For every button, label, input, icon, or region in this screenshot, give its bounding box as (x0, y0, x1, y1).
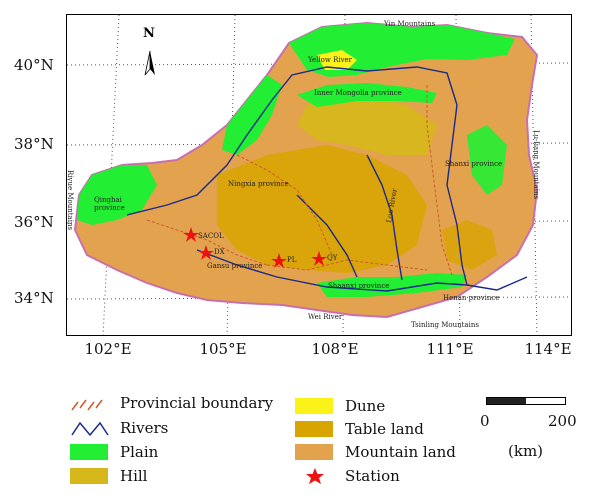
legend-table-land-label: Table land (345, 420, 424, 438)
legend-station-label: Station (345, 467, 400, 485)
plain-region-ningxia (222, 75, 282, 155)
river-branch-1 (466, 276, 528, 291)
wei-river-line (196, 249, 468, 292)
station-star-icon (306, 468, 324, 484)
label-luliang: Lu-liang Mountains (532, 130, 540, 200)
rivers (126, 66, 528, 292)
north-arrow-icon (144, 50, 155, 76)
label-shanxi: Shanxi province (445, 160, 503, 168)
river-branch-2 (296, 194, 358, 278)
lat-label-38n: 38°N (14, 135, 54, 153)
scale-start-label: 0 (480, 412, 490, 430)
lon-label-105e: 105°E (199, 340, 247, 358)
label-shaanxi: Shaanxi province (328, 282, 390, 290)
table-land-swatch (295, 421, 333, 437)
station-marker-qy (311, 251, 327, 266)
graticule-102e (102, 15, 120, 335)
legend-plain: Plain (70, 441, 158, 463)
label-qinghai: Qinghai province (94, 196, 125, 212)
legend-provincial-boundary-label: Provincial boundary (120, 394, 274, 412)
table-land-region (217, 145, 427, 273)
lat-label-34n: 34°N (14, 289, 54, 307)
table-land-region-2 (442, 220, 497, 270)
lon-label-114e: 114°E (524, 340, 572, 358)
dune-region (317, 50, 357, 70)
label-yellow-river: Yellow River (308, 56, 353, 64)
label-wei-river: Wei River (308, 313, 343, 321)
north-arrow-label: N (143, 26, 155, 41)
scale-bar (486, 397, 566, 405)
station-marker-pl (271, 253, 287, 268)
legend-mountain-land-label: Mountain land (345, 443, 456, 461)
label-yin-mountains: Yin Mountains (384, 20, 436, 28)
hill-swatch (70, 468, 108, 484)
lon-label-111e: 111°E (426, 340, 474, 358)
legend-rivers-label: Rivers (120, 419, 169, 437)
mountain-land-swatch (295, 444, 333, 460)
station-label-dx: DX (214, 248, 225, 256)
stations (183, 227, 327, 268)
label-riyue: Riyue Mountains (66, 170, 74, 231)
legend-plain-label: Plain (120, 443, 159, 461)
legend-table-land: Table land (295, 418, 424, 440)
station-marker-dx (198, 245, 214, 260)
lon-label-102e: 102°E (84, 340, 132, 358)
dune-swatch (295, 398, 333, 414)
legend-hill-label: Hill (120, 467, 148, 485)
scale-end-label: 200 (548, 412, 577, 430)
label-tsinling: Tsinling Mountains (411, 321, 479, 329)
station-label-sacol: SACOL (198, 232, 224, 240)
river-icon (71, 421, 109, 437)
label-henan: Henan province (443, 294, 500, 302)
plain-swatch (70, 444, 108, 460)
plain-region-shanxi (467, 125, 507, 195)
provincial-boundaries (146, 85, 453, 276)
station-label-pl: PL (287, 256, 297, 264)
scale-unit-label: (km) (508, 442, 544, 460)
station-marker-sacol (183, 227, 199, 242)
legend-dune: Dune (295, 395, 385, 417)
lat-label-40n: 40°N (14, 56, 54, 74)
yellow-river-line (126, 66, 468, 286)
luo-river-line (366, 154, 403, 281)
lat-label-36n: 36°N (14, 213, 54, 231)
provincial-boundary-icon (71, 399, 103, 411)
legend-rivers: Rivers (70, 417, 168, 439)
legend-station: Station (295, 465, 400, 487)
plain-region-west (77, 165, 157, 225)
legend-dune-label: Dune (345, 397, 386, 415)
legend-mountain-land: Mountain land (295, 441, 456, 463)
label-inner-mongolia: Inner Mongolia province (314, 89, 402, 97)
graticule-114e (530, 15, 538, 335)
plain-region-yellow (297, 83, 437, 107)
map-canvas (67, 15, 571, 335)
lon-label-108e: 108°E (311, 340, 359, 358)
graticule-34n (67, 296, 571, 300)
graticule-38n (67, 142, 571, 146)
label-ningxia: Ningxia province (228, 180, 289, 188)
station-label-qy: QY (327, 254, 338, 262)
legend-provincial-boundary: Provincial boundary (70, 392, 273, 414)
scale-bar-black-segment (487, 398, 526, 404)
label-gansu: Gansu province (207, 262, 263, 270)
map-frame (66, 14, 572, 336)
legend-hill: Hill (70, 465, 147, 487)
plain-region-wei (317, 273, 467, 297)
hill-region (297, 95, 437, 155)
